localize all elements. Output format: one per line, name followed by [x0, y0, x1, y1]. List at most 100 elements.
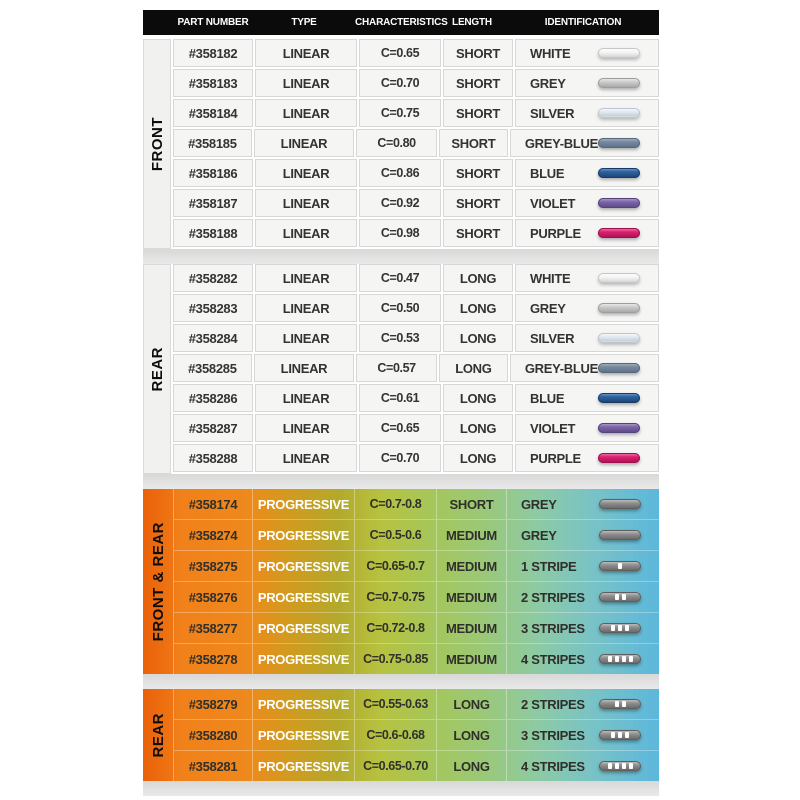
length-cell: SHORT: [443, 159, 513, 187]
length-cell: SHORT: [438, 129, 508, 157]
spring-color-icon: [599, 592, 641, 602]
part-number-cell: #358287: [173, 414, 253, 442]
type-cell: LINEAR: [255, 324, 357, 352]
table-row: #358183 LINEAR C=0.70 SHORT GREY: [173, 69, 659, 97]
table-row: #358283 LINEAR C=0.50 LONG GREY: [173, 294, 659, 322]
spring-color-icon: [599, 699, 641, 709]
part-number-cell: #358280: [173, 720, 253, 750]
identification-cell: GREY: [515, 69, 659, 97]
section-label: REAR: [148, 346, 166, 392]
identification-cell: PURPLE: [515, 444, 659, 472]
section-label-column: REAR: [143, 689, 173, 781]
type-cell: LINEAR: [255, 384, 357, 412]
part-number-cell: #358183: [173, 69, 253, 97]
section-rear: REAR #358282 LINEAR C=0.47 LONG WHITE #3…: [143, 264, 659, 474]
characteristics-cell: C=0.70: [359, 444, 441, 472]
identification-label: VIOLET: [530, 195, 576, 211]
table-row: #358174 PROGRESSIVE C=0.7-0.8 SHORT GREY: [173, 489, 659, 519]
table-row: #358277 PROGRESSIVE C=0.72-0.8 MEDIUM 3 …: [173, 612, 659, 643]
identification-cell: 2 STRIPES: [507, 582, 659, 612]
identification-cell: GREY-BLUE: [509, 354, 659, 382]
part-number-cell: #358282: [173, 264, 253, 292]
table-row: #358280 PROGRESSIVE C=0.6-0.68 LONG 3 ST…: [173, 719, 659, 750]
identification-label: VIOLET: [530, 420, 576, 436]
type-cell: LINEAR: [255, 444, 357, 472]
identification-cell: SILVER: [515, 324, 659, 352]
spring-color-icon: [598, 333, 640, 343]
identification-cell: 4 STRIPES: [507, 644, 659, 674]
table-row: #358282 LINEAR C=0.47 LONG WHITE: [173, 264, 659, 292]
characteristics-cell: C=0.98: [359, 219, 441, 247]
identification-label: SILVER: [530, 330, 575, 346]
type-cell: PROGRESSIVE: [253, 520, 355, 550]
characteristics-cell: C=0.55-0.63: [355, 689, 437, 719]
characteristics-cell: C=0.5-0.6: [355, 520, 437, 550]
type-cell: LINEAR: [253, 129, 355, 157]
stripe-mark: [621, 701, 626, 707]
spring-color-icon: [598, 198, 640, 208]
identification-cell: 3 STRIPES: [507, 613, 659, 643]
spring-color-icon: [598, 48, 640, 58]
spring-color-icon: [598, 273, 640, 283]
section-label-column: REAR: [143, 264, 171, 474]
part-number-cell: #358278: [173, 644, 253, 674]
part-number-cell: #358286: [173, 384, 253, 412]
length-cell: MEDIUM: [437, 613, 507, 643]
type-cell: PROGRESSIVE: [253, 751, 355, 781]
length-cell: LONG: [443, 294, 513, 322]
spring-color-icon: [598, 168, 640, 178]
characteristics-cell: C=0.65: [359, 39, 441, 67]
stripe-mark: [625, 732, 629, 738]
part-number-cell: #358283: [173, 294, 253, 322]
identification-label: WHITE: [530, 45, 571, 61]
identification-cell: WHITE: [515, 264, 659, 292]
spring-color-icon: [599, 623, 641, 633]
stripe-mark: [614, 656, 619, 662]
table-row: #358286 LINEAR C=0.61 LONG BLUE: [173, 384, 659, 412]
stripe-mark: [611, 732, 615, 738]
column-header-length: LENGTH: [452, 17, 492, 28]
spring-color-icon: [599, 561, 641, 571]
identification-cell: 4 STRIPES: [507, 751, 659, 781]
spring-color-icon: [598, 138, 640, 148]
spring-color-icon: [598, 303, 640, 313]
section-label-column: FRONT & REAR: [143, 489, 173, 674]
characteristics-cell: C=0.65: [359, 414, 441, 442]
identification-label: PURPLE: [530, 225, 581, 241]
identification-label: GREY: [530, 300, 566, 316]
type-cell: PROGRESSIVE: [253, 551, 355, 581]
table-row: #358184 LINEAR C=0.75 SHORT SILVER: [173, 99, 659, 127]
identification-cell: GREY: [507, 520, 659, 550]
table-row: #358182 LINEAR C=0.65 SHORT WHITE: [173, 39, 659, 67]
identification-cell: VIOLET: [515, 189, 659, 217]
characteristics-cell: C=0.50: [359, 294, 441, 322]
type-cell: LINEAR: [255, 159, 357, 187]
identification-label: GREY: [521, 496, 557, 512]
spring-color-icon: [599, 499, 641, 509]
table-row: #358186 LINEAR C=0.86 SHORT BLUE: [173, 159, 659, 187]
length-cell: LONG: [443, 264, 513, 292]
length-cell: LONG: [443, 324, 513, 352]
identification-label: GREY-BLUE: [524, 360, 598, 376]
length-cell: SHORT: [443, 69, 513, 97]
length-cell: MEDIUM: [437, 644, 507, 674]
characteristics-cell: C=0.7-0.75: [355, 582, 437, 612]
stripe-mark: [607, 763, 612, 769]
spring-color-icon: [598, 228, 640, 238]
characteristics-cell: C=0.6-0.68: [355, 720, 437, 750]
stripe-mark: [611, 625, 615, 631]
table-row: #358275 PROGRESSIVE C=0.65-0.7 MEDIUM 1 …: [173, 550, 659, 581]
spring-color-icon: [598, 423, 640, 433]
section-divider: [143, 781, 659, 796]
spring-color-icon: [599, 730, 641, 740]
table-row: #358187 LINEAR C=0.92 SHORT VIOLET: [173, 189, 659, 217]
length-cell: LONG: [437, 689, 507, 719]
length-cell: SHORT: [443, 99, 513, 127]
characteristics-cell: C=0.65-0.70: [355, 751, 437, 781]
type-cell: LINEAR: [253, 354, 355, 382]
table-row: #358274 PROGRESSIVE C=0.5-0.6 MEDIUM GRE…: [173, 519, 659, 550]
table-row: #358188 LINEAR C=0.98 SHORT PURPLE: [173, 219, 659, 247]
part-number-cell: #358182: [173, 39, 253, 67]
section-divider: [143, 674, 659, 689]
stripe-mark: [625, 625, 629, 631]
